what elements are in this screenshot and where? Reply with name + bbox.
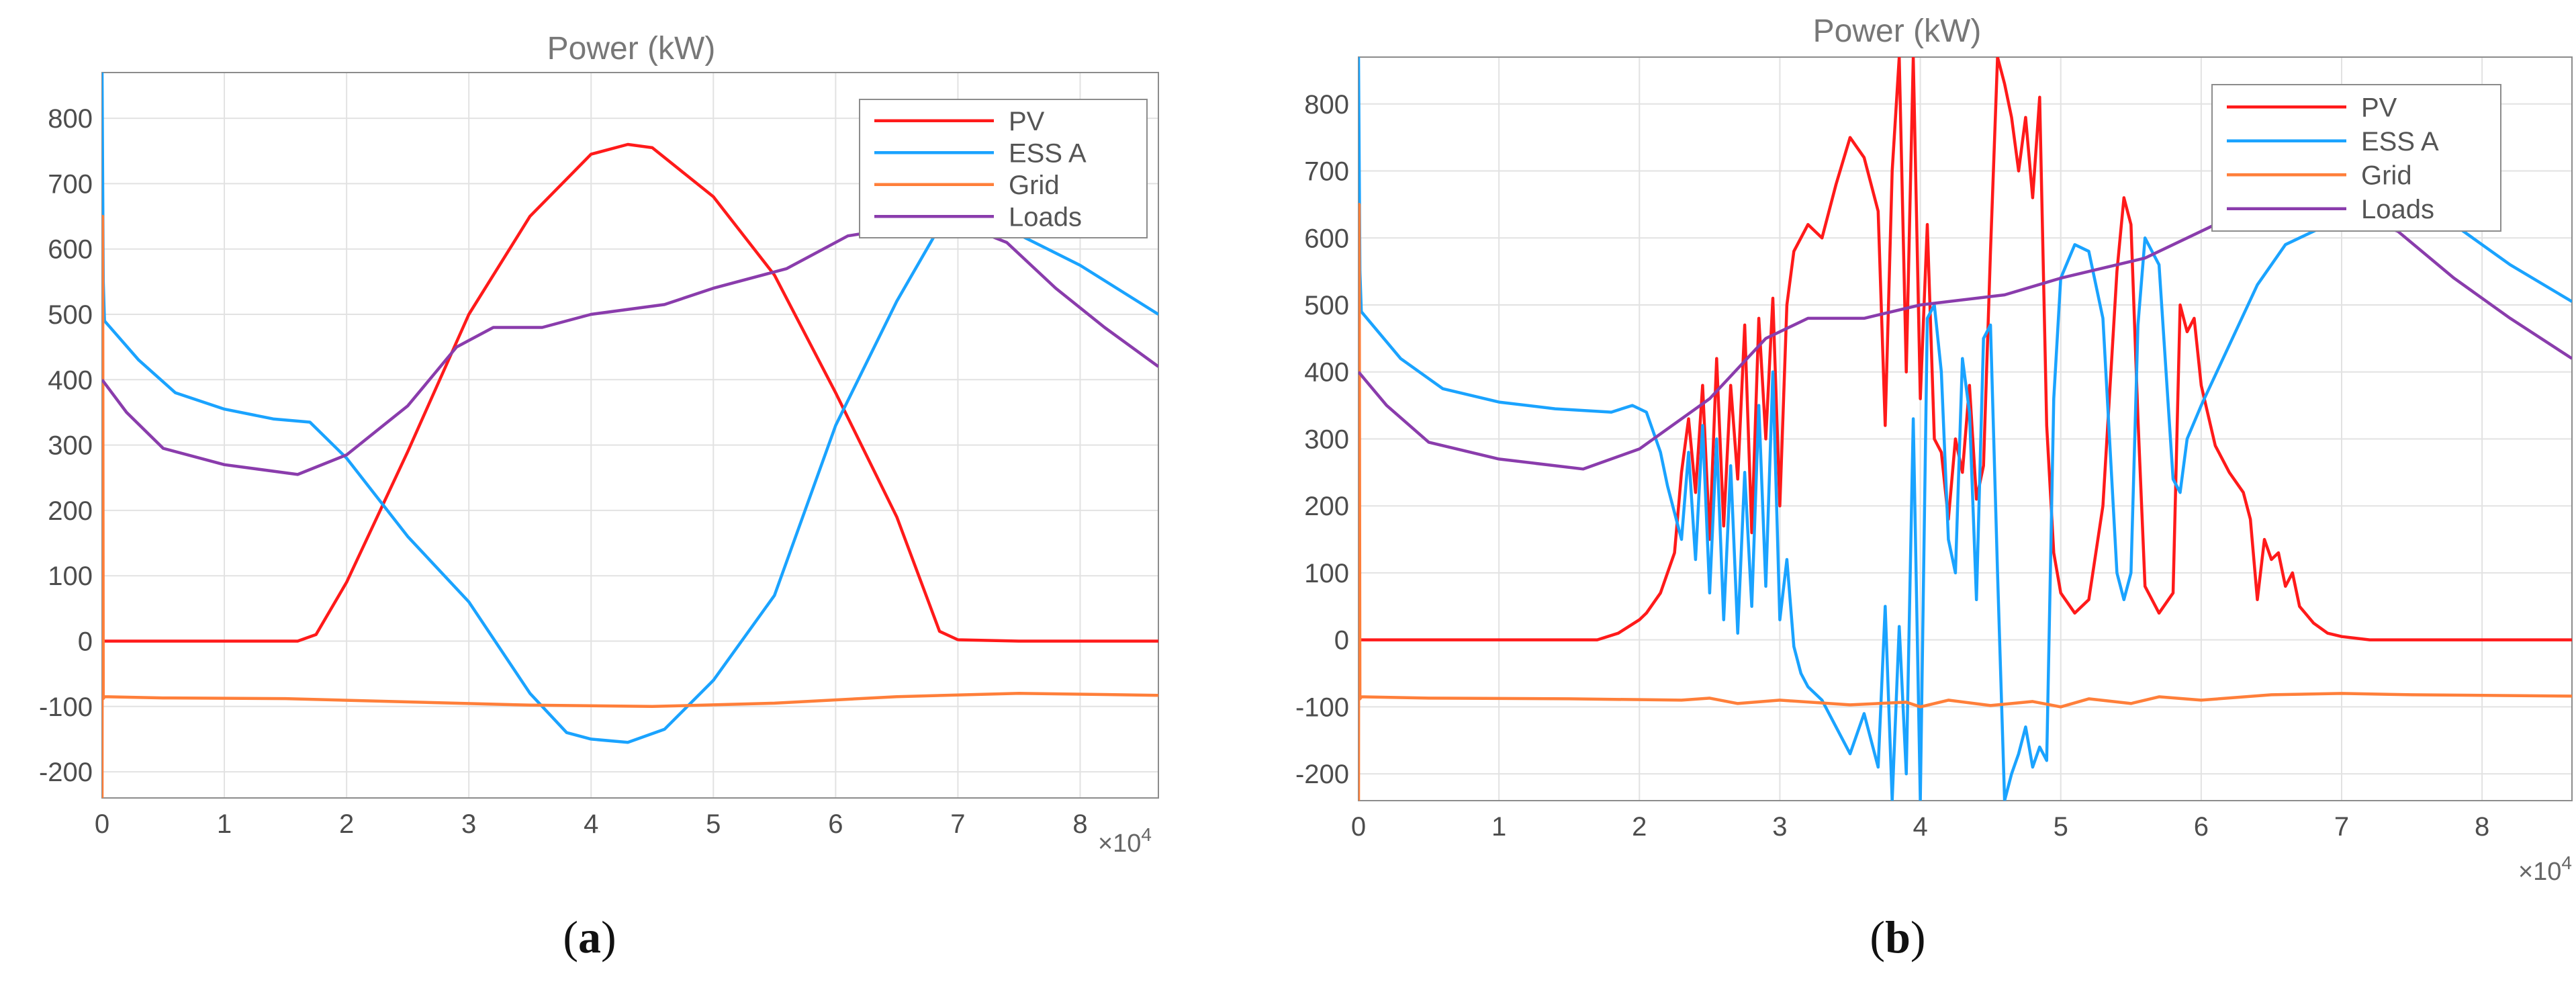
panel-a-legend-box xyxy=(859,99,1148,238)
panel-a-y-tick-label: 300 xyxy=(48,431,93,461)
panel-a-x-tick-label: 3 xyxy=(461,809,476,839)
panel-a-y-tick-label: 100 xyxy=(48,562,93,591)
panel-a-x-tick-label: 8 xyxy=(1072,809,1087,839)
panel-a-series-grid-line xyxy=(102,214,1158,798)
panel-b-y-tick-label: -200 xyxy=(1295,760,1349,789)
panel-b-legend-entry: Loads xyxy=(2361,195,2434,224)
panel-b-x-multiplier: ×104 xyxy=(2518,852,2572,886)
panel-b-y-tick-label: 0 xyxy=(1334,626,1349,656)
panel-b-title: Power (kW) xyxy=(1813,13,1982,49)
panel-b-x-tick-label: 6 xyxy=(2194,812,2209,842)
panel-a-legend-entry: Loads xyxy=(1009,202,1082,232)
panel-a-x-tick-label: 4 xyxy=(584,809,598,839)
panel-b-y-tick-label: -100 xyxy=(1295,692,1349,722)
panel-b-y-tick-label: 600 xyxy=(1304,224,1349,253)
panel-a-x-tick-label: 7 xyxy=(950,809,965,839)
panel-a-series-pv-line xyxy=(102,142,1158,643)
panel-a-y-tick-label: 200 xyxy=(48,496,93,526)
panel-b-x-tick-label: 0 xyxy=(1351,812,1366,842)
panel-b-x-tick-label: 1 xyxy=(1491,812,1506,842)
panel-a-legend-entry: ESS A xyxy=(1009,138,1087,168)
panel-b-legend-box xyxy=(2211,84,2501,232)
panel-b-series-ess-a-line xyxy=(1359,57,2572,801)
panel-a-y-tick-label: 800 xyxy=(48,104,93,134)
panel-b-series-pv-line xyxy=(1359,57,2572,641)
panel-b: Power (kW) ×104 (b) 0 1 2 3 4 5 6 7 8 -200 -100 0 10… xyxy=(1295,13,2573,963)
panel-b-x-tick-label: 4 xyxy=(1913,812,1927,842)
panel-b-legend-entry: ESS A xyxy=(2361,127,2439,156)
panel-b-x-tick-label: 2 xyxy=(1632,812,1647,842)
panel-a-x-tick-label: 5 xyxy=(706,809,721,839)
panel-b-x-tick-label: 5 xyxy=(2054,812,2068,842)
panel-a-x-tick-label: 2 xyxy=(339,809,354,839)
panel-a-y-tick-label: -200 xyxy=(39,758,93,787)
panel-a-y-tick-label: -100 xyxy=(39,692,93,722)
panel-b-y-tick-label: 300 xyxy=(1304,424,1349,454)
panel-b-legend-entry: Grid xyxy=(2361,161,2412,190)
panel-a-caption: (a) xyxy=(563,911,616,963)
panel-a: Power (kW) ×104 (a) 0 1 2 3 4 5 6 7 8 -200 -100 0 10… xyxy=(39,31,1159,963)
panel-b-y-tick-label: 700 xyxy=(1304,157,1349,187)
panel-a-legend-entry: Grid xyxy=(1009,171,1060,200)
panel-a-y-tick-label: 600 xyxy=(48,235,93,265)
panel-a-y-tick-label: 500 xyxy=(48,300,93,330)
panel-a-x-tick-label: 0 xyxy=(95,809,109,839)
panel-b-x-tick-label: 8 xyxy=(2475,812,2489,842)
panel-a-y-tick-label: 400 xyxy=(48,365,93,395)
panel-a-legend-entry: PV xyxy=(1009,107,1045,136)
panel-b-y-tick-label: 100 xyxy=(1304,559,1349,588)
panel-b-caption: (b) xyxy=(1870,911,1925,963)
panel-a-y-tick-label: 0 xyxy=(78,627,93,656)
panel-b-y-tick-label: 500 xyxy=(1304,291,1349,320)
panel-a-series-ess-a-line xyxy=(102,73,1158,744)
panel-b-y-tick-label: 200 xyxy=(1304,492,1349,521)
panel-b-series-grid-line xyxy=(1359,203,2572,801)
panel-a-title: Power (kW) xyxy=(547,31,716,66)
panel-a-x-multiplier: ×104 xyxy=(1098,824,1152,858)
panel-b-y-tick-label: 400 xyxy=(1304,358,1349,388)
panel-b-x-tick-label: 3 xyxy=(1772,812,1787,842)
panel-b-x-tick-label: 7 xyxy=(2334,812,2349,842)
panel-b-y-tick-label: 800 xyxy=(1304,90,1349,120)
panel-a-x-tick-label: 1 xyxy=(217,809,232,839)
panel-b-legend-entry: PV xyxy=(2361,93,2397,122)
panel-a-y-tick-label: 700 xyxy=(48,169,93,199)
panel-a-x-tick-label: 6 xyxy=(828,809,843,839)
